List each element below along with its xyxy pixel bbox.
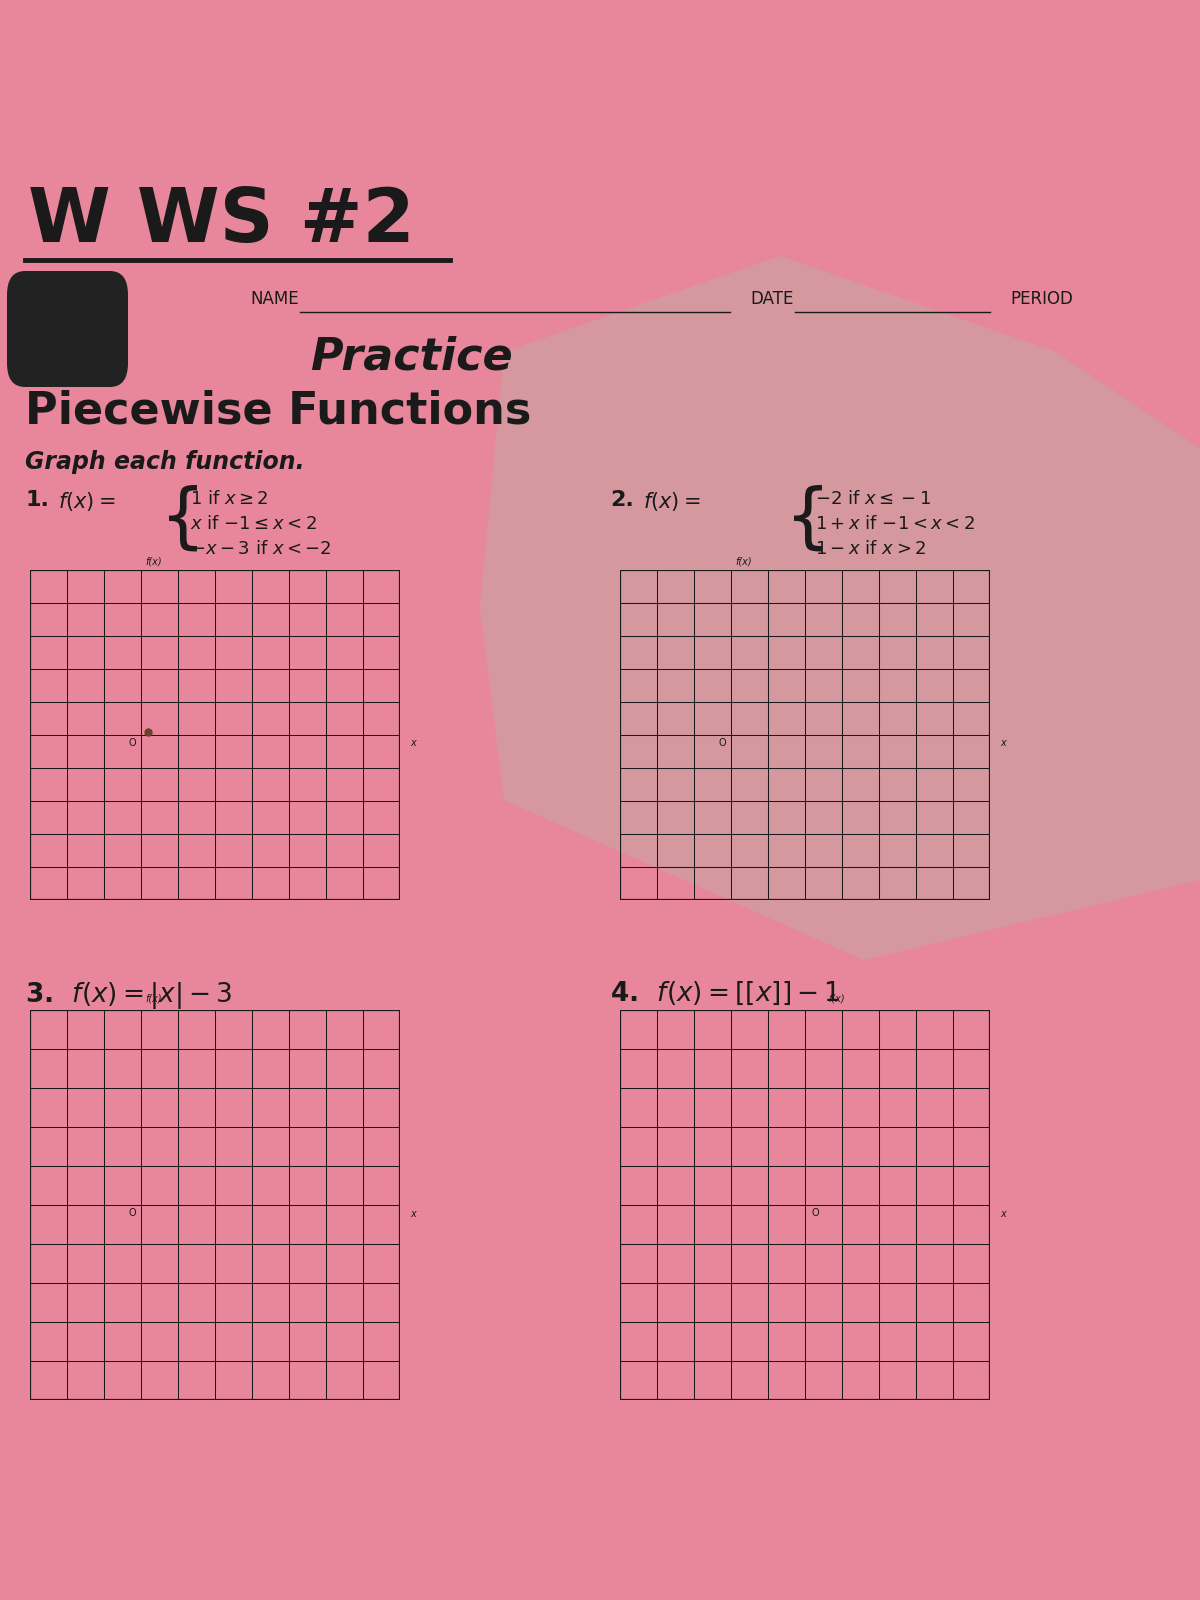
- Text: $1 + x$ if $-1 < x < 2$: $1 + x$ if $-1 < x < 2$: [815, 515, 976, 533]
- Text: NAME: NAME: [250, 290, 299, 307]
- Text: O: O: [811, 1208, 820, 1218]
- Text: DATE: DATE: [750, 290, 793, 307]
- Text: 4.  $f(x) = [[x]] - 1$: 4. $f(x) = [[x]] - 1$: [610, 979, 840, 1006]
- Text: f(x): f(x): [828, 994, 845, 1003]
- Text: {: {: [785, 485, 830, 554]
- Text: $x$ if $-1 \leq x < 2$: $x$ if $-1 \leq x < 2$: [190, 515, 317, 533]
- Text: f(x): f(x): [145, 557, 162, 566]
- Text: x: x: [1001, 738, 1006, 749]
- Text: $1 - x$ if $x > 2$: $1 - x$ if $x > 2$: [815, 541, 926, 558]
- Text: f(x): f(x): [145, 994, 162, 1003]
- Text: $-x - 3$ if $x < -2$: $-x - 3$ if $x < -2$: [190, 541, 331, 558]
- Text: O: O: [128, 738, 137, 747]
- Text: $f(x) =$: $f(x) =$: [643, 490, 701, 514]
- Text: 1.: 1.: [25, 490, 49, 510]
- Text: Piecewise Functions: Piecewise Functions: [25, 390, 532, 434]
- Text: Graph each function.: Graph each function.: [25, 450, 305, 474]
- Text: PERIOD: PERIOD: [1010, 290, 1073, 307]
- Text: O: O: [719, 738, 726, 747]
- Text: Practice: Practice: [310, 334, 512, 378]
- Text: $-2$ if $x \leq -1$: $-2$ if $x \leq -1$: [815, 490, 931, 509]
- Text: O: O: [128, 1208, 137, 1218]
- Text: 3.  $f(x) = |x| - 3$: 3. $f(x) = |x| - 3$: [25, 979, 232, 1011]
- Text: f(x): f(x): [736, 557, 752, 566]
- Text: x: x: [1001, 1210, 1006, 1219]
- Text: x: x: [410, 738, 416, 749]
- Text: 1-7: 1-7: [40, 315, 95, 344]
- Text: 2.: 2.: [610, 490, 634, 510]
- Text: 1 if $x \geq 2$: 1 if $x \geq 2$: [190, 490, 269, 509]
- Text: {: {: [160, 485, 206, 554]
- Text: x: x: [410, 1210, 416, 1219]
- Polygon shape: [480, 256, 1200, 960]
- Text: $f(x) =$: $f(x) =$: [58, 490, 115, 514]
- Text: W WS #2: W WS #2: [28, 186, 415, 258]
